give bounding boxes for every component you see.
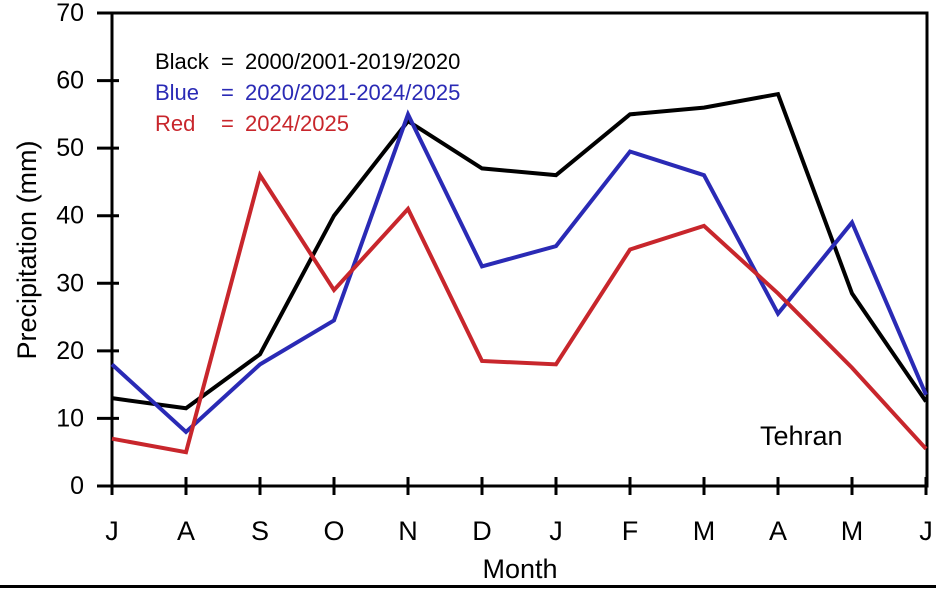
month-label: J	[105, 516, 119, 546]
legend-row-red: Red = 2024/2025	[155, 108, 460, 139]
y-tick-label: 10	[56, 404, 84, 432]
y-tick-label: 40	[56, 202, 84, 230]
y-tick-label: 0	[70, 472, 84, 500]
legend-color-name: Black	[155, 49, 209, 74]
y-tick-label: 60	[56, 67, 84, 95]
month-label: A	[769, 516, 787, 546]
month-label: J	[549, 516, 563, 546]
legend-row-blue: Blue = 2020/2021-2024/2025	[155, 77, 460, 108]
month-label: N	[398, 516, 418, 546]
month-label: M	[693, 516, 716, 546]
plot-box	[110, 11, 929, 488]
y-tick-label: 30	[56, 269, 84, 297]
legend-period: 2000/2001-2019/2020	[245, 49, 461, 74]
bottom-border-line	[0, 585, 936, 588]
legend-period: 2020/2021-2024/2025	[245, 80, 461, 105]
month-label: A	[177, 516, 195, 546]
legend-equals-sign: =	[221, 49, 234, 74]
y-axis-title: Precipitation (mm)	[12, 140, 42, 359]
month-label: M	[841, 516, 864, 546]
y-tick-label: 70	[56, 0, 84, 27]
series-line-red	[111, 170, 928, 455]
legend-period: 2024/2025	[245, 111, 349, 136]
y-axis-ticks	[97, 11, 119, 488]
legend-equals-sign: =	[221, 111, 234, 136]
series-line-blue	[110, 109, 928, 435]
month-label: F	[622, 516, 639, 546]
series-lines	[110, 91, 928, 455]
location-label: Tehran	[760, 421, 843, 451]
legend: Black = 2000/2001-2019/2020 Blue = 2020/…	[155, 46, 460, 139]
y-tick-label: 20	[56, 337, 84, 365]
month-label: O	[323, 516, 344, 546]
y-tick-label: 50	[56, 134, 84, 162]
y-tick-labels: 0 10 20 30 40 50 60 70	[56, 0, 84, 500]
legend-color-name: Red	[155, 111, 196, 136]
legend-color-name: Blue	[155, 80, 200, 105]
legend-row-black: Black = 2000/2001-2019/2020	[155, 46, 460, 77]
series-line-black	[111, 91, 928, 411]
legend-equals-sign: =	[221, 80, 234, 105]
x-axis-title: Month	[482, 554, 557, 584]
month-label: J	[919, 516, 933, 546]
month-label: S	[251, 516, 269, 546]
month-label: D	[472, 516, 492, 546]
